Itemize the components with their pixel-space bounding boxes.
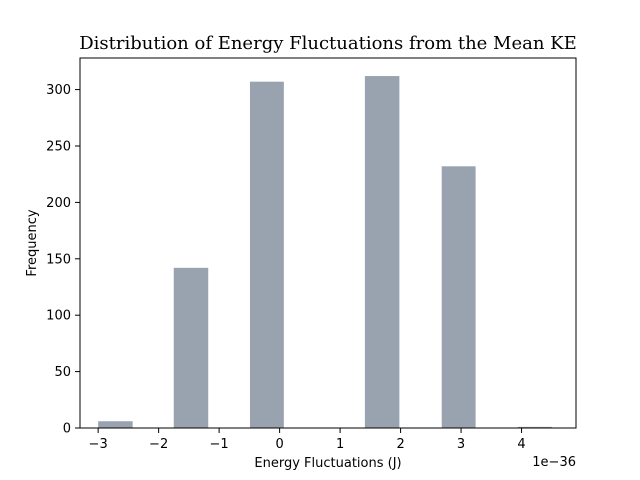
histogram-bar-0 <box>98 421 133 428</box>
chart-title: Distribution of Energy Fluctuations from… <box>79 33 577 54</box>
x-tick-label: 2 <box>396 437 404 452</box>
histogram-bar-2 <box>249 81 284 428</box>
x-tick-label: 3 <box>457 437 465 452</box>
x-tick-label: −3 <box>89 437 108 452</box>
y-axis-label: Frequency <box>25 209 40 276</box>
x-tick-label: 4 <box>517 437 525 452</box>
y-tick-label: 100 <box>46 309 71 324</box>
x-tick-label: −2 <box>149 437 168 452</box>
y-tick-label: 200 <box>46 196 71 211</box>
axes-frame <box>79 57 577 429</box>
y-tick-label: 300 <box>46 83 71 98</box>
histogram-bar-3 <box>364 76 400 429</box>
y-ticks-group: 0 50 100 150 200 250 300 <box>46 83 80 437</box>
y-tick-label: 0 <box>63 422 71 437</box>
x-axis-label: Energy Fluctuations (J) <box>254 456 401 471</box>
histogram-bar-5 <box>517 426 552 428</box>
bars-group <box>98 76 552 429</box>
x-offset-label: 1e−36 <box>532 455 576 470</box>
x-tick-label: 1 <box>336 437 344 452</box>
y-tick-label: 150 <box>46 252 71 267</box>
x-tick-label: 0 <box>275 437 283 452</box>
histogram-bar-4 <box>441 166 476 429</box>
y-tick-label: 50 <box>54 365 71 380</box>
x-tick-label: −1 <box>210 437 229 452</box>
histogram-bar-1 <box>173 267 209 428</box>
y-tick-label: 250 <box>46 139 71 154</box>
x-ticks-group: −3 −2 −1 0 1 2 3 4 <box>89 428 526 452</box>
